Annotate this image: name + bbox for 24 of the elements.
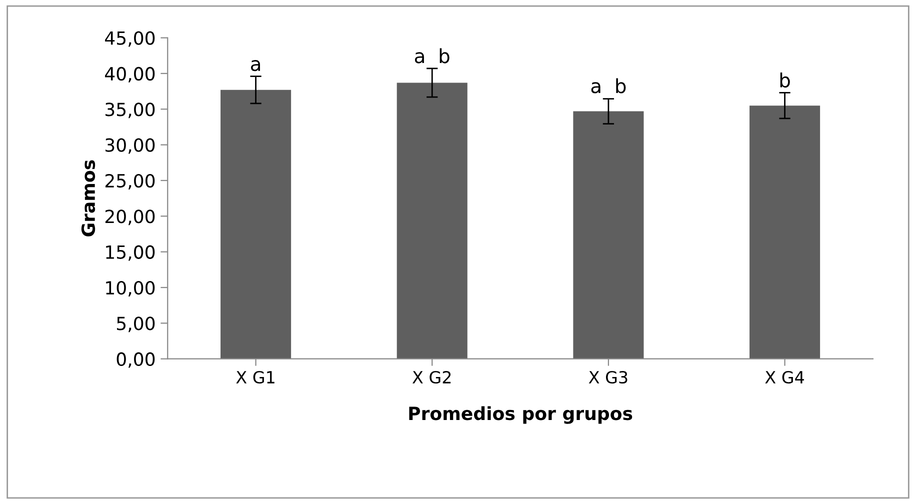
y-tick-label: 35,00 <box>106 102 155 118</box>
annotation: a <box>251 60 260 72</box>
y-tick-label: 45,00 <box>105 31 155 47</box>
bar <box>220 90 292 359</box>
y-axis-title: Gramos <box>81 160 96 236</box>
y-tick-label: 40,00 <box>105 66 155 82</box>
y-tick-label: 0,00 <box>116 352 155 368</box>
y-tick-label: 30,00 <box>106 138 155 154</box>
x-axis-title: Promedios por grupos <box>409 406 632 424</box>
y-tick-label: 10,00 <box>106 280 155 296</box>
y-tick-label: 25,00 <box>105 174 155 190</box>
y-tick-label: 20,00 <box>105 210 155 226</box>
x-tick-label: X G4 <box>765 370 804 384</box>
x-tick-label: X G2 <box>412 370 451 384</box>
x-tick-label: X G3 <box>588 370 628 384</box>
bar <box>396 82 468 359</box>
bar <box>573 111 644 359</box>
x-tick-label: X G1 <box>236 370 274 384</box>
y-tick-label: 15,00 <box>106 245 155 261</box>
annotation: b <box>780 72 790 88</box>
annotation: a b <box>591 78 626 94</box>
annotation: a b <box>414 48 450 64</box>
y-tick-label: 5,00 <box>117 316 155 332</box>
bar <box>750 106 820 359</box>
